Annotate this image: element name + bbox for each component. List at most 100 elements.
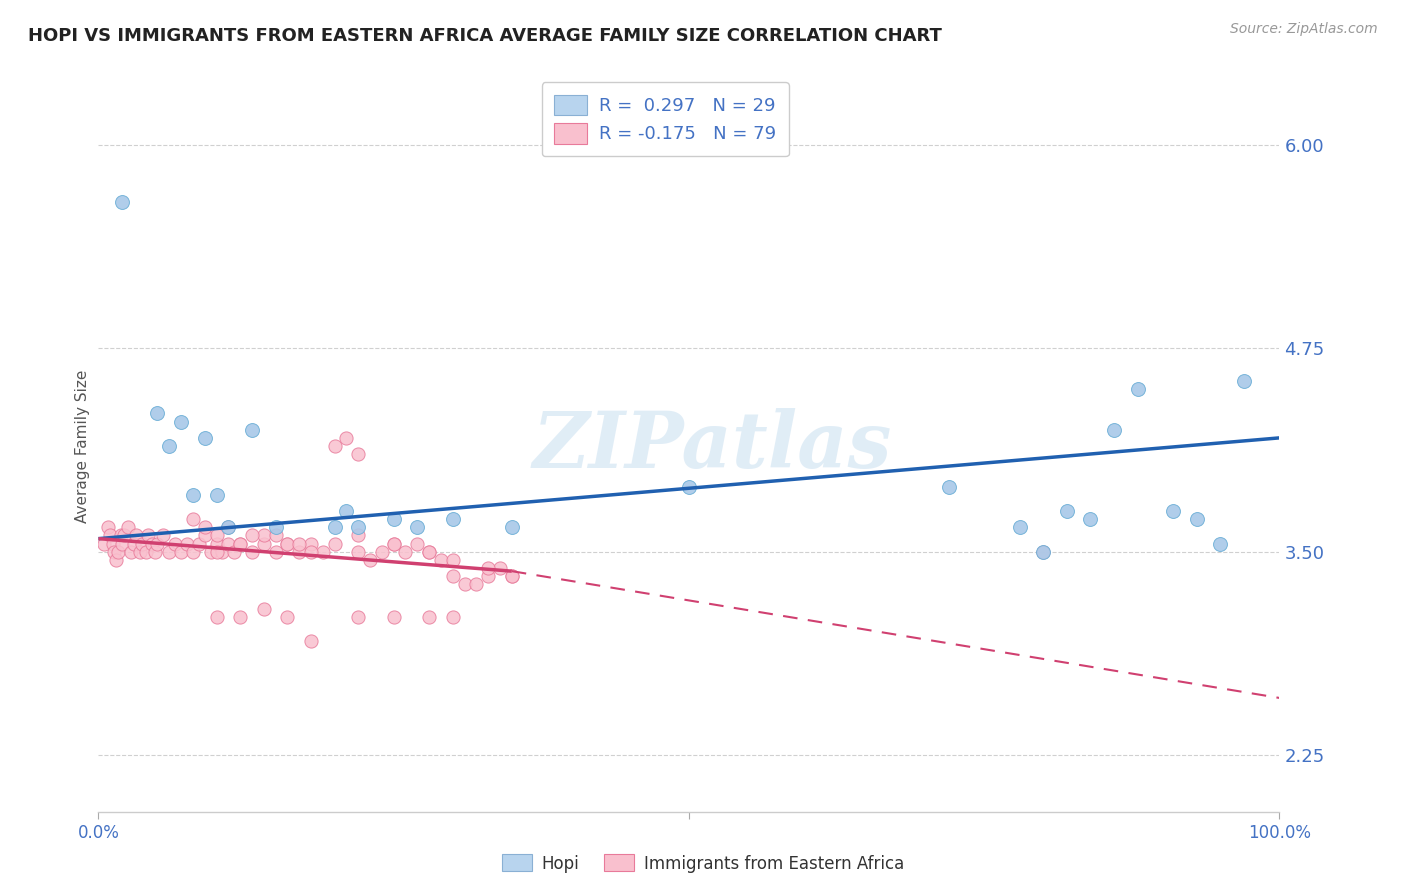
Point xyxy=(1032,544,1054,558)
Point xyxy=(98,528,121,542)
Point xyxy=(335,431,357,445)
Point xyxy=(205,544,228,558)
Point xyxy=(101,536,124,550)
Point xyxy=(187,536,209,550)
Point xyxy=(264,528,287,542)
Point xyxy=(441,609,464,624)
Point xyxy=(441,512,464,526)
Point xyxy=(135,544,157,558)
Point xyxy=(347,528,370,542)
Point xyxy=(253,536,276,550)
Point xyxy=(143,544,166,558)
Text: ZIPatlas: ZIPatlas xyxy=(533,408,893,484)
Point xyxy=(430,553,453,567)
Point xyxy=(200,544,222,558)
Point xyxy=(276,536,298,550)
Point xyxy=(347,447,370,461)
Point xyxy=(299,634,322,648)
Legend: R =  0.297   N = 29, R = -0.175   N = 79: R = 0.297 N = 29, R = -0.175 N = 79 xyxy=(541,82,789,156)
Point xyxy=(122,536,145,550)
Point xyxy=(1185,512,1208,526)
Point xyxy=(323,439,346,453)
Point xyxy=(347,520,370,534)
Y-axis label: Average Family Size: Average Family Size xyxy=(75,369,90,523)
Point xyxy=(382,536,405,550)
Point xyxy=(312,544,335,558)
Point xyxy=(264,520,287,534)
Point xyxy=(240,528,263,542)
Point xyxy=(678,480,700,494)
Point xyxy=(1233,374,1256,388)
Point xyxy=(217,520,239,534)
Point xyxy=(299,536,322,550)
Text: HOPI VS IMMIGRANTS FROM EASTERN AFRICA AVERAGE FAMILY SIZE CORRELATION CHART: HOPI VS IMMIGRANTS FROM EASTERN AFRICA A… xyxy=(28,27,942,45)
Point xyxy=(205,488,228,502)
Text: Source: ZipAtlas.com: Source: ZipAtlas.com xyxy=(1230,22,1378,37)
Point xyxy=(205,609,228,624)
Point xyxy=(359,553,381,567)
Point xyxy=(1161,504,1184,518)
Point xyxy=(93,536,115,550)
Point xyxy=(125,528,148,542)
Point xyxy=(224,544,246,558)
Point xyxy=(477,569,499,583)
Point xyxy=(501,569,523,583)
Point xyxy=(288,536,311,550)
Point xyxy=(382,609,405,624)
Point xyxy=(229,536,252,550)
Point xyxy=(394,544,416,558)
Point xyxy=(1008,520,1031,534)
Point xyxy=(347,544,370,558)
Point xyxy=(176,536,198,550)
Point xyxy=(501,520,523,534)
Point xyxy=(323,536,346,550)
Point xyxy=(194,431,217,445)
Point xyxy=(211,544,233,558)
Point xyxy=(181,512,204,526)
Point xyxy=(465,577,488,591)
Point xyxy=(217,536,239,550)
Point xyxy=(253,528,276,542)
Point xyxy=(194,528,217,542)
Point xyxy=(477,561,499,575)
Point xyxy=(110,528,132,542)
Point xyxy=(229,536,252,550)
Point xyxy=(194,520,217,534)
Point xyxy=(276,536,298,550)
Point xyxy=(418,609,440,624)
Point xyxy=(1056,504,1078,518)
Point xyxy=(938,480,960,494)
Point xyxy=(288,544,311,558)
Point xyxy=(1126,382,1149,396)
Point xyxy=(121,544,143,558)
Point xyxy=(406,536,429,550)
Point xyxy=(146,407,169,421)
Point xyxy=(453,577,475,591)
Point xyxy=(117,520,139,534)
Point xyxy=(97,520,120,534)
Point xyxy=(406,520,429,534)
Point xyxy=(131,536,153,550)
Point xyxy=(240,423,263,437)
Point xyxy=(111,195,134,210)
Point xyxy=(111,536,134,550)
Point xyxy=(229,609,252,624)
Point xyxy=(371,544,394,558)
Point xyxy=(170,415,193,429)
Point xyxy=(1209,536,1232,550)
Point xyxy=(382,536,405,550)
Point xyxy=(107,544,129,558)
Point xyxy=(418,544,440,558)
Point xyxy=(240,544,263,558)
Point xyxy=(501,569,523,583)
Point xyxy=(264,544,287,558)
Point xyxy=(1080,512,1102,526)
Point xyxy=(205,536,228,550)
Point xyxy=(217,520,239,534)
Point xyxy=(335,504,357,518)
Point xyxy=(441,569,464,583)
Point xyxy=(128,544,150,558)
Point xyxy=(165,536,187,550)
Point xyxy=(141,536,163,550)
Point xyxy=(103,544,125,558)
